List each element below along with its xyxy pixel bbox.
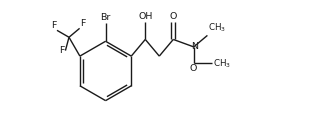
Text: OH: OH: [138, 12, 153, 21]
Text: O: O: [170, 12, 177, 21]
Text: F: F: [59, 46, 64, 55]
Text: O: O: [190, 64, 197, 73]
Text: CH$_3$: CH$_3$: [208, 22, 226, 34]
Text: N: N: [191, 42, 198, 51]
Text: Br: Br: [100, 13, 111, 22]
Text: F: F: [80, 19, 86, 28]
Text: CH$_3$: CH$_3$: [213, 57, 231, 70]
Text: F: F: [51, 21, 56, 30]
